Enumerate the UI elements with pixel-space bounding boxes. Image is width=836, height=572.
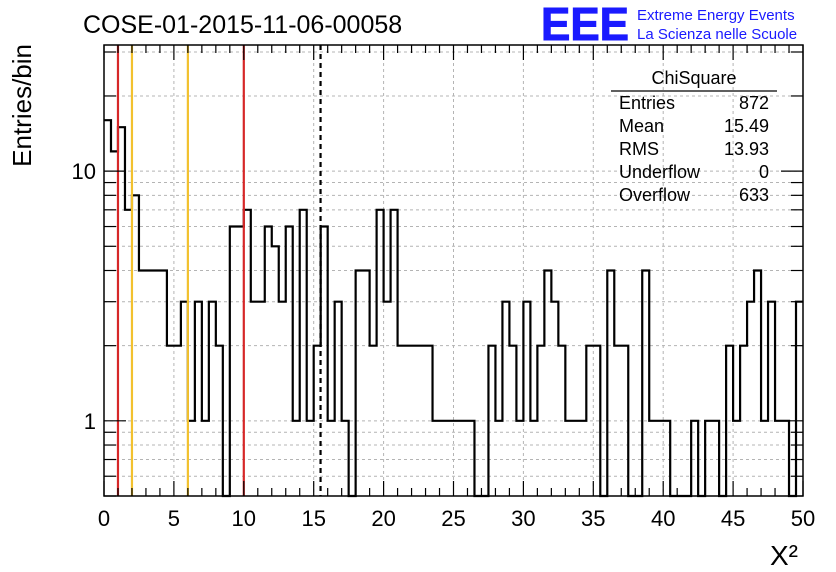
stats-value-entries: 872 bbox=[739, 93, 769, 113]
histogram-line bbox=[104, 119, 803, 498]
stats-label-rms: RMS bbox=[619, 139, 659, 159]
histogram-series bbox=[104, 119, 803, 498]
x-tick-label: 45 bbox=[721, 506, 745, 531]
stats-label-mean: Mean bbox=[619, 116, 664, 136]
x-tick-label: 0 bbox=[98, 506, 110, 531]
x-tick-label: 35 bbox=[581, 506, 605, 531]
x-tick-label: 40 bbox=[651, 506, 675, 531]
stats-label-underflow: Underflow bbox=[619, 162, 701, 182]
y-tick-label: 10 bbox=[72, 159, 96, 184]
stats-value-overflow: 633 bbox=[739, 185, 769, 205]
stats-box: ChiSquare Entries 872 Mean 15.49 RMS 13.… bbox=[611, 68, 777, 205]
stats-value-underflow: 0 bbox=[759, 162, 769, 182]
x-tick-label: 10 bbox=[232, 506, 256, 531]
eee-logo-line1: Extreme Energy Events bbox=[637, 7, 795, 24]
chart-title: COSE-01-2015-11-06-00058 bbox=[83, 11, 402, 39]
y-tick-label: 1 bbox=[84, 409, 96, 434]
x-tick-labels: 0 5 10 15 20 25 30 35 40 45 50 bbox=[98, 506, 815, 531]
axes bbox=[103, 44, 804, 497]
eee-logo-line2: La Scienza nelle Scuole bbox=[637, 26, 797, 43]
x-tick-label: 25 bbox=[441, 506, 465, 531]
stats-label-overflow: Overflow bbox=[619, 185, 691, 205]
x-axis-label: X² bbox=[770, 540, 798, 571]
x-tick-label: 5 bbox=[168, 506, 180, 531]
y-tick-labels: 1 10 bbox=[72, 159, 96, 434]
stats-value-rms: 13.93 bbox=[724, 139, 769, 159]
eee-logo-mark: EEE bbox=[541, 0, 629, 50]
x-tick-label: 30 bbox=[511, 506, 535, 531]
eee-logo: EEE Extreme Energy Events La Scienza nel… bbox=[541, 0, 798, 51]
stats-title: ChiSquare bbox=[651, 68, 736, 88]
x-tick-label: 15 bbox=[301, 506, 325, 531]
y-axis-label: Entries/bin bbox=[7, 44, 37, 167]
vertical-lines bbox=[116, 45, 322, 496]
stats-value-mean: 15.49 bbox=[724, 116, 769, 136]
x-tick-label: 20 bbox=[371, 506, 395, 531]
stats-label-entries: Entries bbox=[619, 93, 675, 113]
x-tick-label: 50 bbox=[791, 506, 815, 531]
